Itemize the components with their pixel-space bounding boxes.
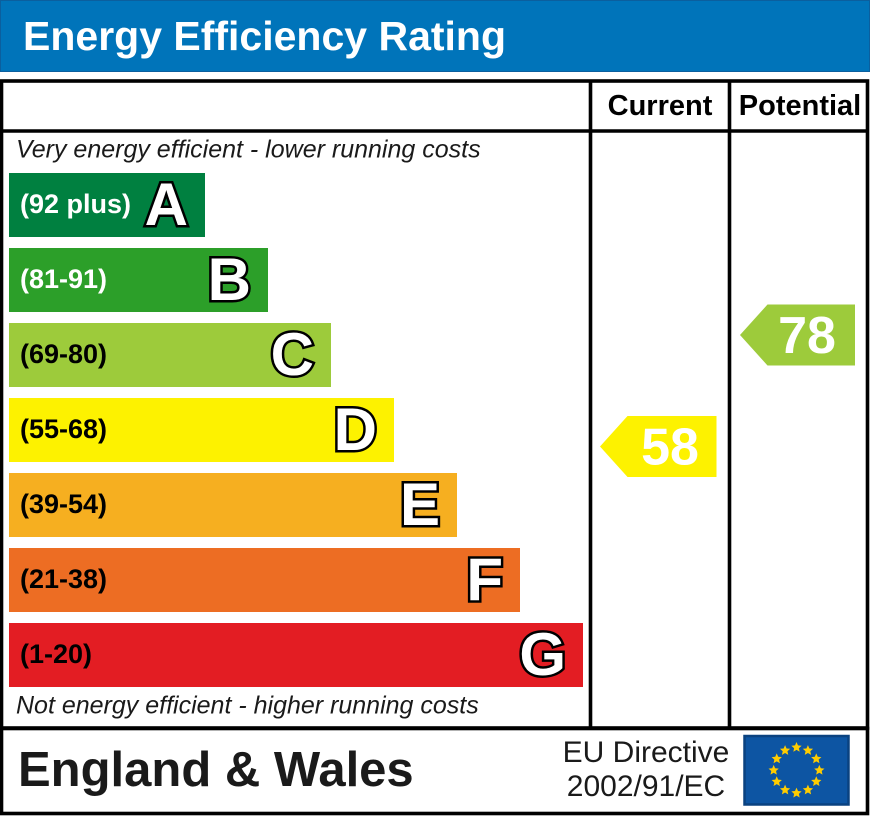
svg-text:F: F [466, 546, 503, 613]
svg-text:2002/91/EC: 2002/91/EC [567, 770, 725, 803]
svg-text:C: C [271, 321, 314, 388]
svg-text:A: A [145, 171, 188, 238]
svg-text:(92 plus): (92 plus) [20, 189, 131, 219]
svg-text:Not energy efficient - higher: Not energy efficient - higher running co… [16, 692, 479, 720]
svg-text:Energy Efficiency Rating: Energy Efficiency Rating [23, 13, 506, 59]
svg-text:(81-91): (81-91) [20, 264, 107, 294]
svg-text:(69-80): (69-80) [20, 339, 107, 369]
svg-text:Current: Current [608, 90, 713, 122]
svg-text:(39-54): (39-54) [20, 489, 107, 519]
svg-text:58: 58 [641, 418, 699, 476]
svg-text:G: G [519, 621, 566, 688]
svg-text:England & Wales: England & Wales [18, 743, 414, 797]
svg-text:(1-20): (1-20) [20, 639, 92, 669]
svg-text:E: E [400, 471, 440, 538]
svg-text:B: B [208, 246, 251, 313]
svg-text:D: D [334, 396, 377, 463]
svg-text:78: 78 [778, 307, 836, 365]
svg-text:EU Directive: EU Directive [563, 736, 730, 769]
svg-text:Potential: Potential [739, 90, 861, 122]
svg-text:(55-68): (55-68) [20, 414, 107, 444]
svg-text:Very energy efficient - lower: Very energy efficient - lower running co… [16, 136, 481, 164]
svg-text:(21-38): (21-38) [20, 564, 107, 594]
